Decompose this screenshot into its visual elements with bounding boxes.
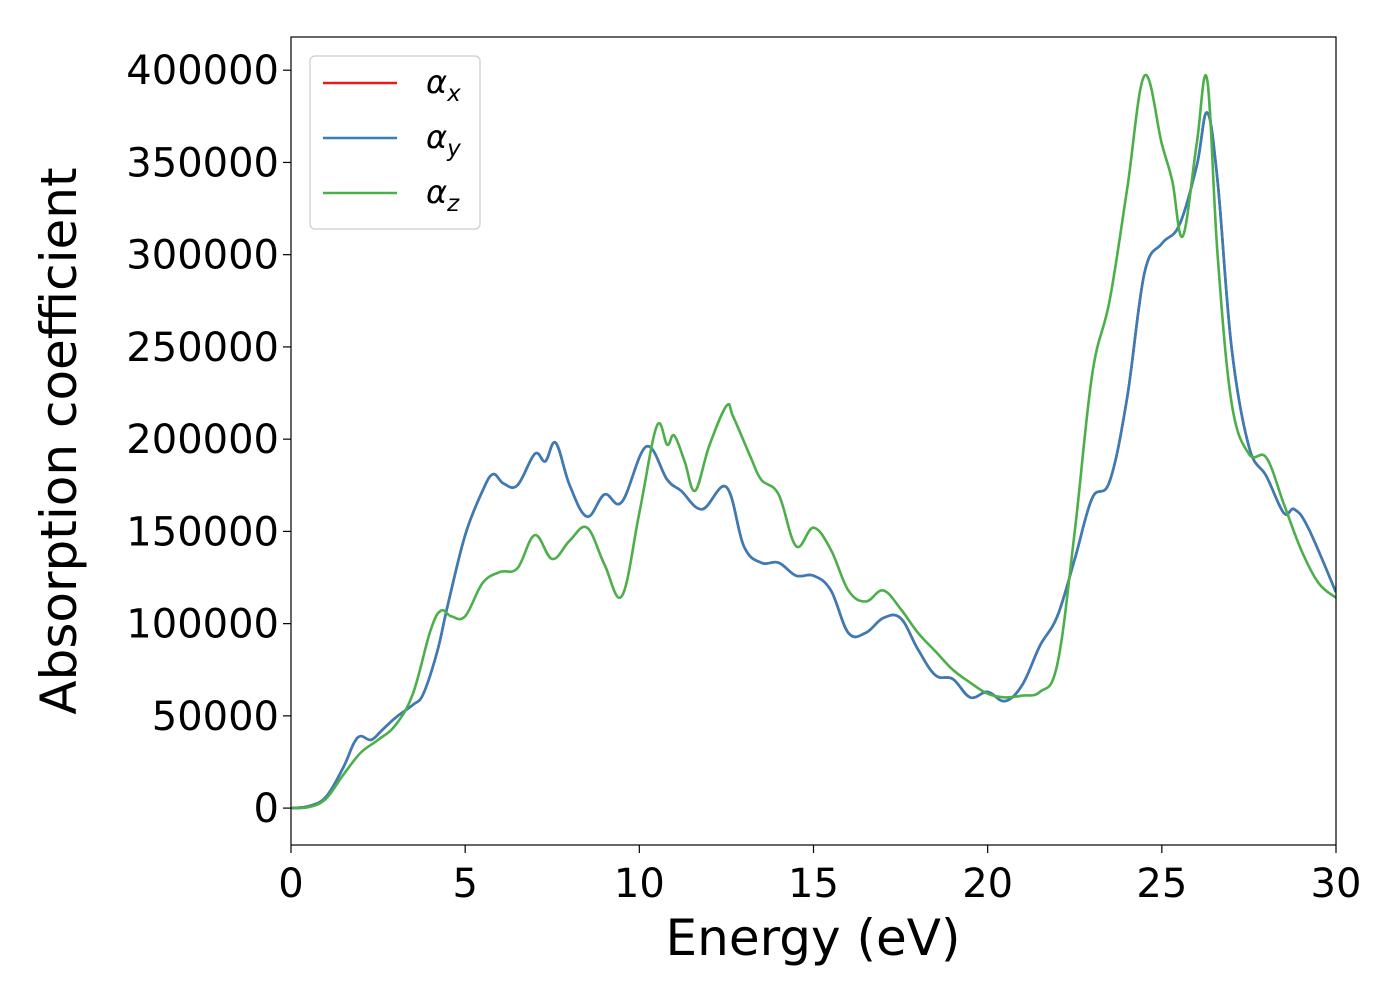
- series-line-z: [291, 73, 1336, 810]
- y-tick-label: 350000: [126, 140, 279, 186]
- y-tick-label: 0: [254, 786, 279, 832]
- legend-label-y: αy: [426, 118, 461, 162]
- y-tick-label: 300000: [126, 233, 279, 279]
- x-tick-label: 30: [1311, 861, 1362, 907]
- y-axis-title: Absorption coefficient: [30, 167, 88, 714]
- x-tick-label: 10: [614, 861, 665, 907]
- y-tick-label: 400000: [126, 48, 279, 94]
- y-tick-label: 50000: [152, 694, 279, 740]
- x-tick-label: 0: [278, 861, 303, 907]
- y-tick-label: 250000: [126, 325, 279, 371]
- y-tick-label: 200000: [126, 417, 279, 463]
- x-axis: 0 5 10 15 20 25 30: [278, 845, 1361, 907]
- y-tick-label: 150000: [126, 509, 279, 555]
- x-tick-label: 20: [962, 861, 1013, 907]
- y-axis: 0 50000 100000 150000 200000 250000 300000 3500…: [126, 48, 291, 832]
- x-tick-label: 25: [1136, 861, 1187, 907]
- series-layer: [291, 73, 1336, 810]
- y-tick-label: 100000: [126, 602, 279, 648]
- x-tick-label: 5: [452, 861, 477, 907]
- x-tick-label: 15: [788, 861, 839, 907]
- legend-label-x: αx: [426, 63, 461, 107]
- legend-box: [309, 55, 481, 230]
- x-axis-title: Energy (eV): [666, 909, 961, 967]
- legend: αx αy αz: [309, 55, 481, 230]
- legend-label-z: αz: [426, 173, 460, 217]
